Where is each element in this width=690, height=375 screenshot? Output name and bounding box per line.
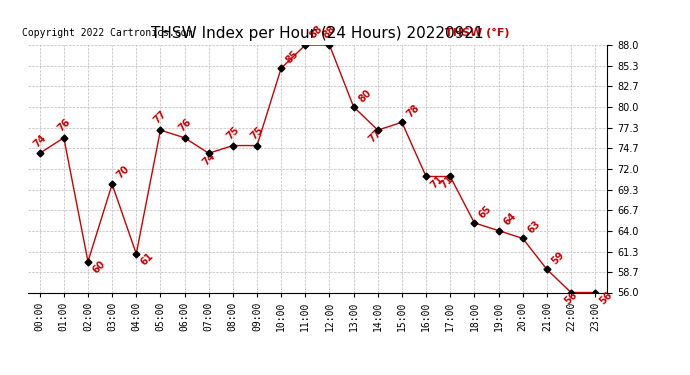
- Text: 61: 61: [139, 251, 156, 268]
- Text: 80: 80: [357, 87, 373, 104]
- Text: 77: 77: [152, 109, 169, 126]
- Title: THSW Index per Hour (24 Hours) 20220921: THSW Index per Hour (24 Hours) 20220921: [151, 26, 484, 41]
- Text: 59: 59: [550, 250, 566, 267]
- Text: 71: 71: [429, 174, 446, 190]
- Text: 63: 63: [526, 219, 542, 236]
- Text: 70: 70: [115, 164, 132, 180]
- Text: 75: 75: [224, 125, 241, 141]
- Text: 56: 56: [598, 290, 615, 306]
- Text: 74: 74: [200, 150, 217, 167]
- Text: 65: 65: [477, 204, 494, 220]
- Text: 76: 76: [55, 117, 72, 134]
- Text: Copyright 2022 Cartronics.com: Copyright 2022 Cartronics.com: [22, 28, 193, 38]
- Text: 74: 74: [31, 132, 48, 149]
- Text: 60: 60: [91, 259, 108, 276]
- Text: 88: 88: [308, 24, 325, 41]
- Text: 76: 76: [176, 117, 193, 134]
- Text: 88: 88: [321, 24, 338, 41]
- Text: 85: 85: [284, 49, 301, 65]
- Text: 78: 78: [405, 103, 422, 120]
- Text: 71: 71: [439, 174, 455, 190]
- Text: THSW (°F): THSW (°F): [445, 28, 509, 38]
- Text: 64: 64: [502, 211, 518, 228]
- Text: 56: 56: [562, 290, 580, 306]
- Text: 77: 77: [366, 128, 383, 144]
- Text: 75: 75: [248, 125, 266, 141]
